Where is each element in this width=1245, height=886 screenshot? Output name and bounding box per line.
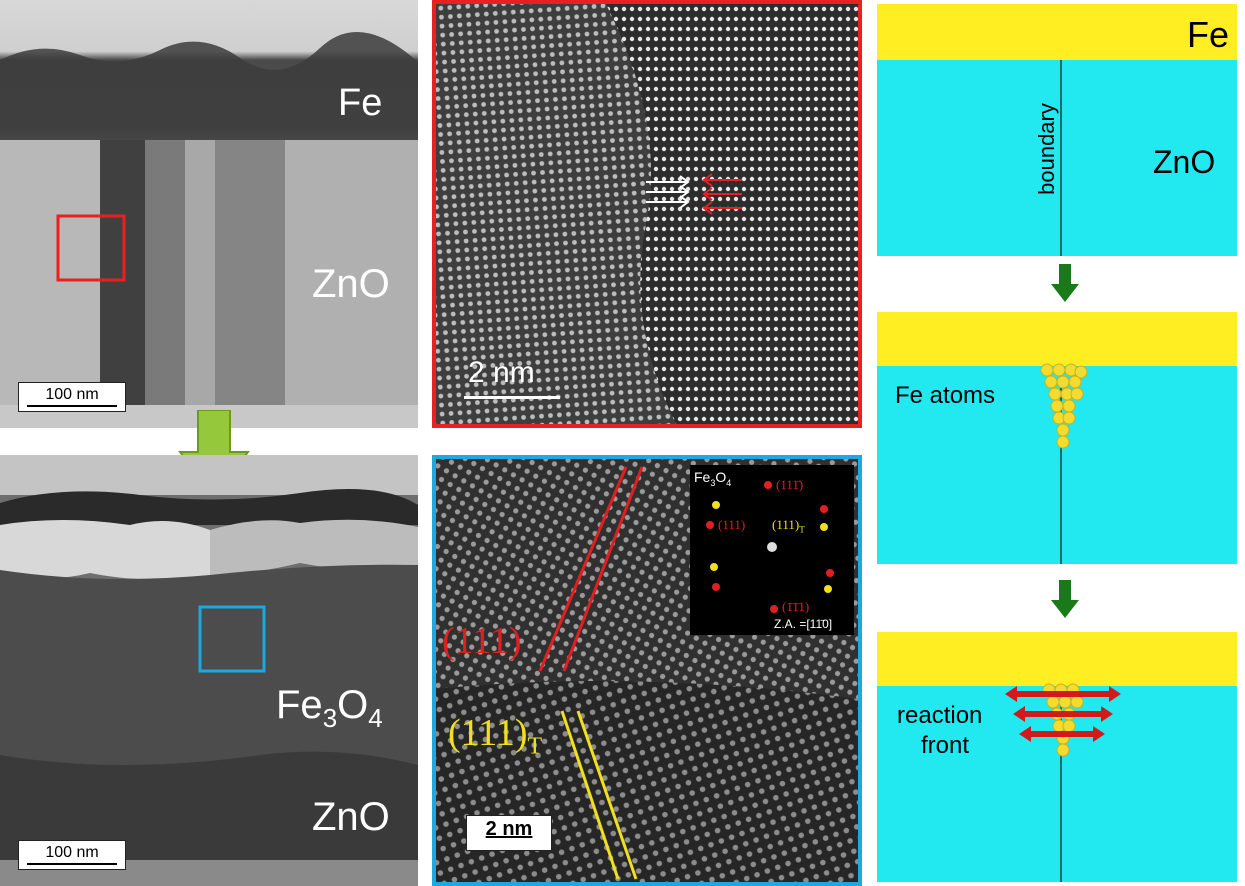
- fft-spot-label-twin: (111)T: [772, 517, 805, 535]
- fft-spot-label: (111̄): [776, 477, 804, 492]
- fft-spot-label: (111): [718, 517, 746, 532]
- hrtem-image-twin: (111) (111)T 2 nm Fe3O4: [432, 455, 862, 886]
- fft-inset-graphic: [706, 481, 834, 613]
- boundary-label: boundary: [1034, 103, 1059, 195]
- fe-atoms-label: Fe atoms: [895, 382, 996, 409]
- fe-layer-label: Fe: [338, 82, 383, 124]
- zno-layer: [877, 60, 1237, 256]
- tem-image-annealed-graphic: [0, 455, 418, 886]
- plane-line-yellow: [576, 710, 638, 880]
- reaction-front-label-line2: front: [921, 732, 970, 759]
- region-box-blue: [198, 605, 266, 673]
- plane-line-red: [538, 466, 628, 672]
- zone-axis-label: Z.A. =[11̄0]: [774, 617, 833, 631]
- fe-layer-label: Fe: [1186, 14, 1229, 55]
- grain-boundary-line: [1060, 366, 1062, 564]
- zno-layer-label: ZnO: [312, 262, 390, 306]
- fe3o4-layer-label: Fe3O4: [276, 683, 383, 733]
- fe-layer: [877, 312, 1237, 366]
- fe-layer: [877, 4, 1237, 60]
- grain-boundary-line: [1060, 686, 1062, 882]
- fft-inset: Fe3O4 (111̄) (111) (111)T (1̄1̄1) Z.A. =…: [690, 465, 854, 635]
- tem-image-as-deposited-graphic: [0, 0, 418, 428]
- zno-layer-label: ZnO: [1153, 144, 1216, 180]
- scale-bar-label: 2 nm: [468, 356, 535, 389]
- reaction-front-arrows: [1005, 686, 1121, 742]
- schematic-step-reaction: reaction front: [877, 632, 1237, 882]
- fft-spot-label: (1̄1̄1): [782, 599, 810, 614]
- reaction-front-label-line1: reaction: [897, 702, 983, 729]
- fe-layer: [877, 632, 1237, 686]
- scale-bar: 100 nm: [18, 382, 126, 412]
- tem-image-annealed: Fe3O4 ZnO 100 nm: [0, 455, 418, 886]
- schematic-step-diffusion: Fe atoms: [877, 312, 1237, 564]
- scale-bar: [464, 396, 560, 399]
- fe-atoms-cluster: [1040, 363, 1088, 449]
- hrtem-image-boundary: 2 nm: [432, 0, 862, 428]
- step-arrow-down: [1051, 264, 1079, 302]
- tem-image-as-deposited: Fe ZnO 100 nm: [0, 0, 418, 428]
- plane-label-fe3o4: (111): [442, 620, 522, 662]
- scale-bar: 100 nm: [18, 840, 126, 870]
- plane-label-twin: (111)T: [448, 712, 543, 760]
- region-box-red: [56, 214, 126, 282]
- plane-line-red: [562, 466, 644, 672]
- step-arrow-down: [1051, 580, 1079, 618]
- scale-bar: 2 nm: [466, 815, 552, 851]
- hrtem-image-boundary-graphic: [436, 4, 858, 424]
- schematic-step-initial: Fe ZnO boundary: [877, 4, 1237, 256]
- zno-layer-label: ZnO: [312, 795, 390, 839]
- grain-boundary-line: [1060, 60, 1062, 256]
- plane-line-yellow: [560, 710, 620, 880]
- fft-title: Fe3O4: [694, 469, 732, 488]
